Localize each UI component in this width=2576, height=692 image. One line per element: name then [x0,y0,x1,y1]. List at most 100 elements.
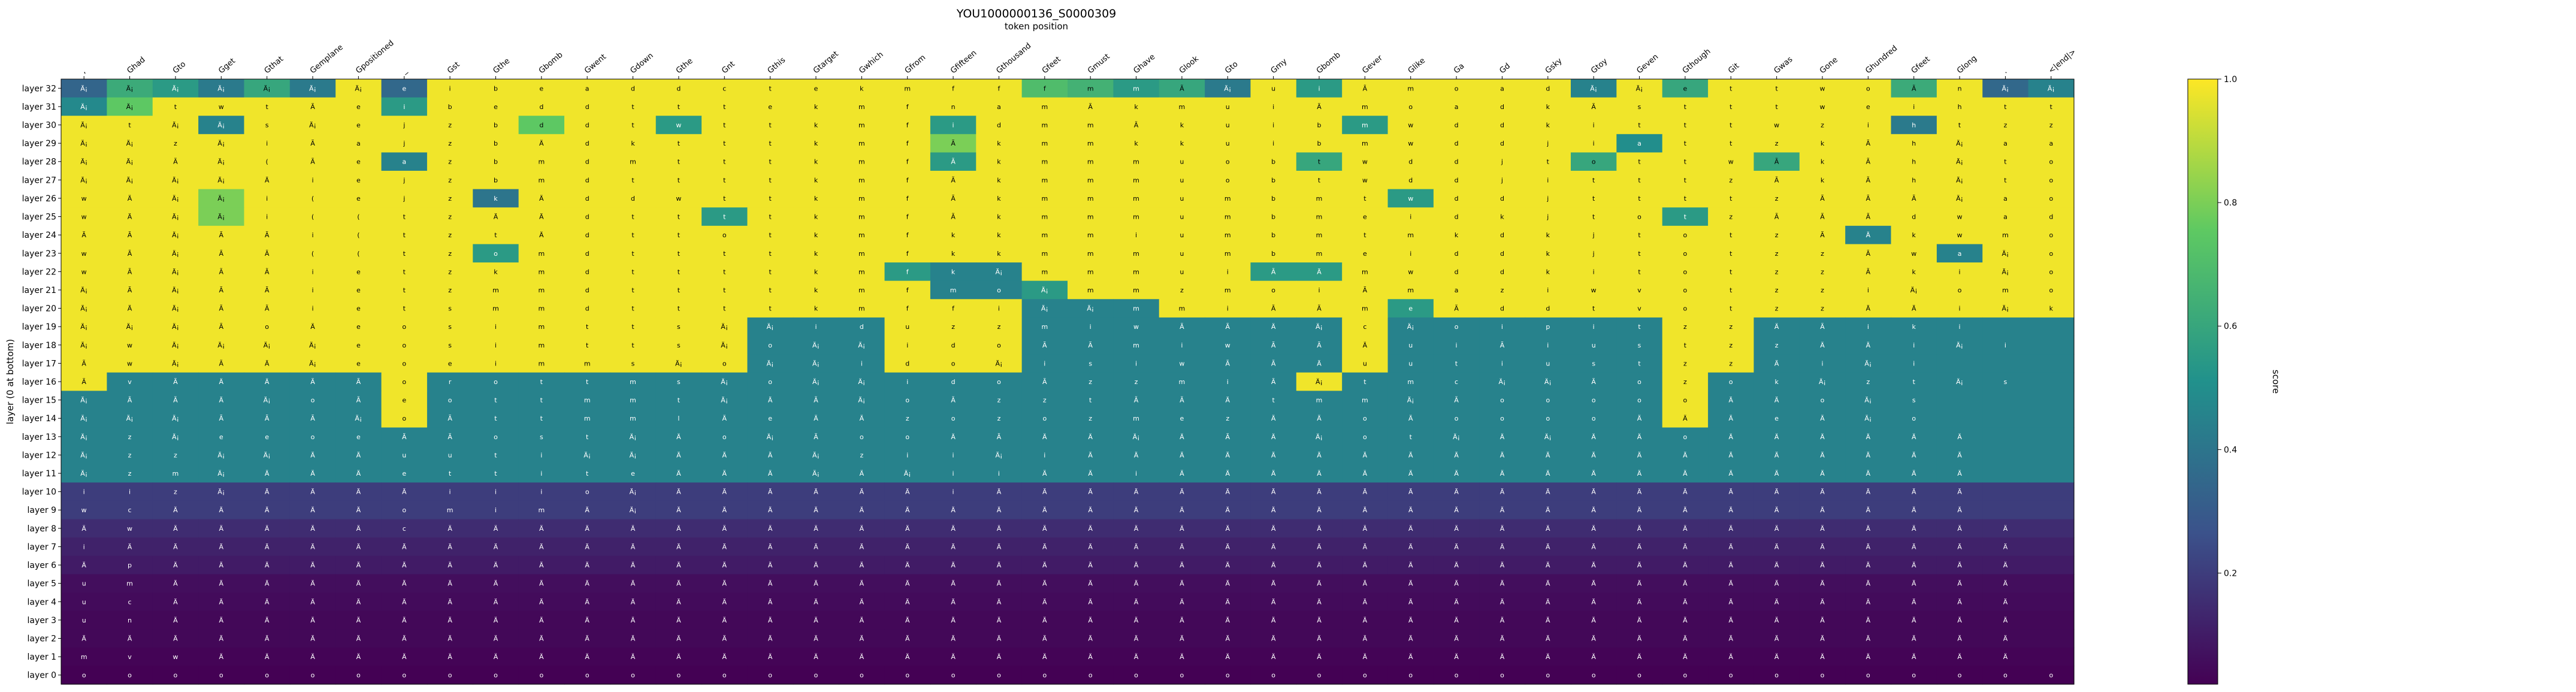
heatmap-cell [1250,262,1297,282]
cell-label: k [997,158,1001,166]
cell-label: Ä [356,506,361,514]
heatmap-cell [1936,391,1983,410]
cell-label: Ä [1820,451,1825,459]
heatmap-cell [152,97,199,116]
cell-label: i [861,359,863,367]
cell-label: Ä [1088,451,1093,459]
cell-label: Ä [1180,543,1184,551]
heatmap-cell [2028,519,2075,538]
cell-label: o [1683,433,1688,441]
cell-label: Ä [265,470,270,478]
heatmap-cell [1891,207,1937,226]
heatmap-cell [1616,280,1663,300]
heatmap-cell [1936,134,1983,153]
cell-label: t [631,176,634,184]
cell-label: c [1363,323,1366,331]
cell-label: t [494,415,497,422]
heatmap-cell [793,262,839,282]
cell-label: i [1593,140,1595,147]
cell-label: Ä [951,617,956,624]
cell-label: e [539,84,543,92]
heatmap-cell [1936,171,1983,190]
cell-label: Ä [1683,617,1688,624]
cell-label: Ä [1729,580,1734,588]
cell-label: o [951,672,956,679]
cell-label: Ã [1317,342,1322,349]
cell-label: e [1683,84,1688,92]
heatmap-cell [747,134,794,153]
heatmap-cell [839,134,885,153]
heatmap-cell [1571,262,1617,282]
cell-label: e [356,286,361,294]
heatmap-cell [1982,391,2029,410]
heatmap-cell [1387,116,1434,135]
cell-label: i [1044,451,1045,459]
cell-label: Ä¡ [172,176,179,184]
cell-label: Ä [1637,415,1642,422]
heatmap-cell [427,244,473,263]
y-tick-label: layer 17 [22,359,56,368]
cell-label: Ä [402,653,407,661]
cell-label: Ä [768,543,773,551]
cell-label: Ä [173,506,178,514]
cell-label: z [1135,378,1138,386]
cell-label: u [1180,195,1184,203]
cell-label: t [769,250,772,258]
cell-label: t [678,140,681,147]
cell-label: d [1500,103,1504,111]
cell-label: o [1317,672,1322,679]
heatmap-cell [2028,611,2075,630]
cell-label: Ä¡ [217,140,225,147]
cell-label: z [448,176,452,184]
cell-label: Ä [814,415,818,422]
cell-label: o [768,672,772,679]
cell-label: f [952,84,955,92]
cell-label: v [1637,286,1641,294]
cell-label: n [951,103,956,111]
heatmap-cell [702,116,748,135]
heatmap-cell [2028,537,2075,557]
cell-label: Ä [1774,397,1779,404]
cell-label: z [448,231,452,239]
cell-label: Ä [356,451,361,459]
cell-label: Ä [1134,525,1139,533]
heatmap-cell [839,116,885,135]
cell-label: z [906,415,909,422]
cell-label: t [494,470,497,478]
heatmap-cell [1068,116,1114,135]
cell-label: m [858,268,865,276]
heatmap-cell [152,280,199,300]
cell-label: o [1958,286,1962,294]
cell-label: o [631,672,635,679]
cell-label: Ä [1637,653,1642,661]
y-tick-label: layer 24 [22,231,56,240]
heatmap-cell [152,189,199,208]
heatmap-cell [1753,280,1800,300]
cell-label: Ã [997,433,1002,441]
cell-label: Ä [1591,470,1596,478]
heatmap-cell [473,79,519,98]
cell-label: m [1087,268,1094,276]
heatmap-cell [1982,79,2029,98]
heatmap-cell [381,225,428,245]
cell-label: p [1546,323,1550,331]
heatmap-cell [747,152,794,171]
cell-label: Ä [2003,617,2008,624]
heatmap-cell [2028,207,2075,226]
cell-label: Ã [310,378,315,386]
heatmap-cell [1296,262,1343,282]
cell-label: d [585,140,589,147]
heatmap-cell [1753,262,1800,282]
heatmap-cell [610,262,657,282]
heatmap-cell [1799,262,1846,282]
y-tick-label: layer 15 [22,396,56,406]
cell-label: Ä [1683,506,1688,514]
cell-label: Ä [356,561,361,569]
cell-label: z [997,323,1001,331]
cell-label: t [678,231,681,239]
cell-label: t [586,470,589,478]
heatmap-cell [1799,152,1846,171]
cell-label: Ä [1683,470,1688,478]
cell-label: i [998,470,1000,478]
cell-label: Ä¡ [721,378,728,386]
